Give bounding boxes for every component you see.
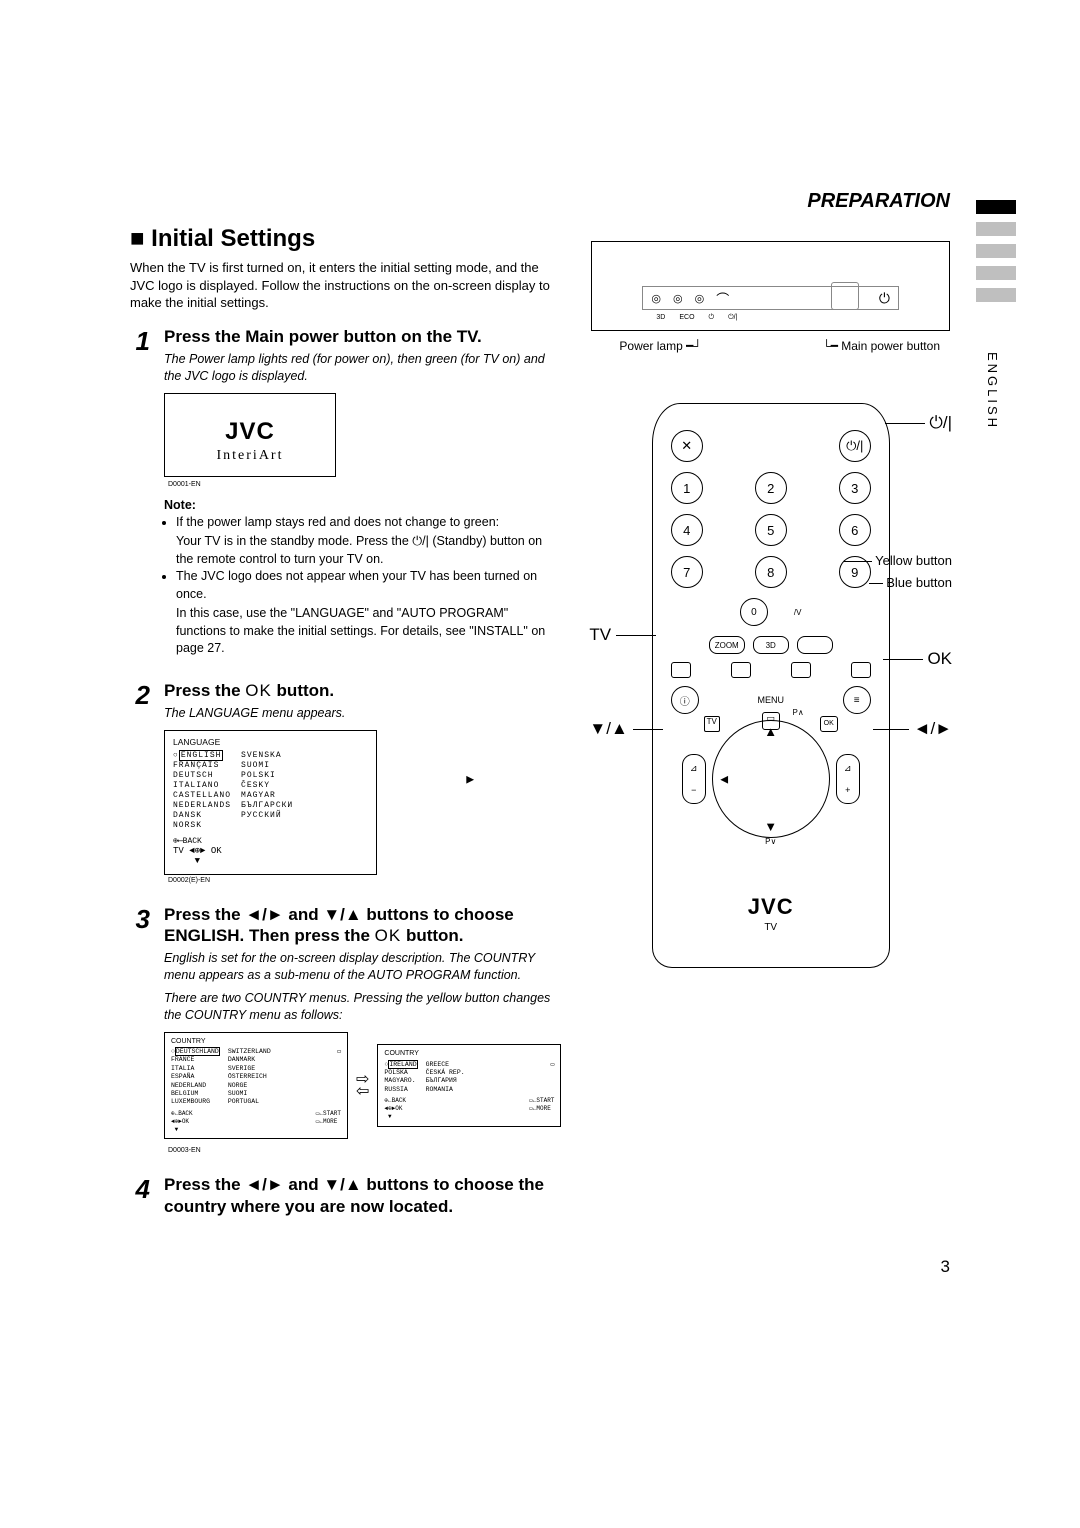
panel-labels: Power lamp ━┘ └━ Main power button [619, 339, 940, 353]
step-3-title: Press the ◄/► and ▼/▲ buttons to choose … [164, 904, 561, 947]
num-button[interactable]: 2 [755, 472, 787, 504]
section-header: PREPARATION [130, 190, 950, 213]
intro-text: When the TV is first turned on, it enter… [130, 259, 561, 312]
num-button[interactable]: 6 [839, 514, 871, 546]
step-3-desc1: English is set for the on-screen display… [164, 950, 561, 984]
ch-button[interactable]: ⊿+ [836, 754, 860, 804]
ir-icon: ⌒ [716, 289, 729, 308]
step-number: 1 [130, 326, 150, 670]
num-button[interactable]: 4 [671, 514, 703, 546]
vol-button[interactable]: ⊿− [682, 754, 706, 804]
callout-ok: OK [883, 649, 952, 669]
red-button[interactable] [671, 662, 691, 678]
tv-mode-button[interactable]: TV [704, 716, 720, 732]
swap-arrows-icon: ⇨⇦ [356, 1074, 369, 1096]
ok-button[interactable]: OK [820, 716, 838, 732]
remote-brand: JVC [671, 894, 871, 920]
step-2-desc: The LANGUAGE menu appears. [164, 705, 561, 722]
zoom-button[interactable]: ZOOM [709, 636, 745, 654]
led-icon: ◎ [673, 292, 683, 305]
green-button[interactable] [731, 662, 751, 678]
step-number: 2 [130, 680, 150, 894]
diagram-code: D0001-EN [168, 481, 561, 488]
num-button[interactable]: 8 [755, 556, 787, 588]
callout-horiz: ◄/► [873, 719, 952, 739]
note-label: Note: [164, 498, 561, 512]
blue-button[interactable] [851, 662, 871, 678]
tv-front-panel: ◎ ◎ ◎ ⌒ ⏻ 3D ECO ⏻ ⏻/| [591, 241, 950, 331]
language-tab: ENGLISH [985, 352, 1000, 430]
dpad[interactable]: TV ▭ OK P∧ ▲ ▼ ◄ ► ⊿− ⊿+ P∨ [712, 720, 830, 838]
callout-yellow: Yellow button [844, 553, 952, 568]
yellow-button[interactable] [791, 662, 811, 678]
power-icon: ⏻ [879, 290, 890, 307]
pill-button[interactable] [797, 636, 833, 654]
page-number: 3 [130, 1257, 950, 1277]
callout-blue: Blue button [869, 575, 952, 590]
num-button[interactable]: 5 [755, 514, 787, 546]
step-4-title: Press the ◄/► and ▼/▲ buttons to choose … [164, 1174, 561, 1217]
led-icon: ◎ [651, 292, 661, 305]
num-button[interactable]: 0 [740, 598, 768, 626]
num-button[interactable]: 7 [671, 556, 703, 588]
edge-bars [976, 200, 1016, 310]
step-3-desc2: There are two COUNTRY menus. Pressing th… [164, 990, 561, 1024]
num-button[interactable]: 1 [671, 472, 703, 504]
text-button[interactable]: ≡ [843, 686, 871, 714]
callout-vert: ▼/▲ [589, 719, 662, 739]
remote-tv-label: TV [671, 922, 871, 933]
step-number: 4 [130, 1174, 150, 1217]
right-arrow[interactable]: ► [464, 772, 824, 787]
step-number: 3 [130, 904, 150, 1165]
callout-power: ⏻/| [885, 413, 952, 433]
led-icon: ◎ [695, 292, 705, 305]
standby-button[interactable]: ⏻/| [839, 430, 871, 462]
step-2-title: Press the OK button. [164, 680, 561, 701]
country-menus: COUNTRY ○DEUTSCHLAND FRANCE ITALIA ESPAÑ… [164, 1032, 561, 1140]
3d-button[interactable]: 3D [753, 636, 789, 654]
num-button[interactable]: 3 [839, 472, 871, 504]
mute-button[interactable]: ✕ [671, 430, 703, 462]
info-button[interactable]: ⓘ [671, 686, 699, 714]
language-menu: LANGUAGE ○ENGLISH FRANÇAIS DEUTSCH ITALI… [164, 730, 377, 875]
diagram-code: D0002(E)-EN [168, 877, 561, 884]
step-1-desc: The Power lamp lights red (for power on)… [164, 351, 561, 385]
callout-tv: TV [589, 625, 655, 645]
diagram-code: D0003-EN [168, 1147, 561, 1154]
page-title: ■ Initial Settings [130, 225, 561, 253]
remote-control: ✕ ⏻/| 1 2 3 4 5 6 7 8 [652, 403, 890, 968]
power-button-box [831, 282, 859, 310]
jvc-logo-box: JVC InteriArt [164, 393, 336, 477]
note-list: If the power lamp stays red and does not… [164, 514, 561, 658]
down-arrow[interactable]: ▼ [764, 819, 777, 834]
step-1-title: Press the Main power button on the TV. [164, 326, 561, 347]
up-arrow[interactable]: ▲ [764, 724, 777, 739]
